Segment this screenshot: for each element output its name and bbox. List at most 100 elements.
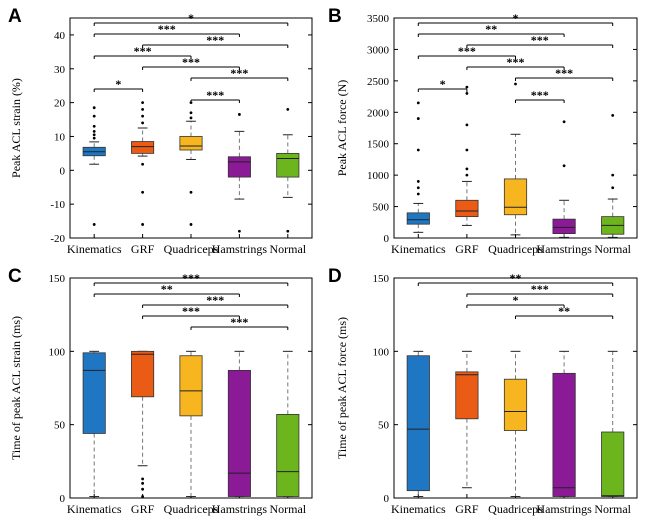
panel-a-outlier-point <box>92 114 96 118</box>
panel-b-y-tick-label: 3500 <box>367 13 390 25</box>
panel-c-x-tick-label: Quadriceps <box>164 502 219 516</box>
panel-c-box-iqr <box>276 413 300 497</box>
panel-b-box-iqr <box>406 212 430 225</box>
panel-c-y-tick-label: 100 <box>49 346 66 358</box>
panel-c-significance-label: *** <box>182 304 200 318</box>
panel-c-box-iqr <box>82 352 106 434</box>
panel-a-y-tick-label: 40 <box>54 30 66 42</box>
panel-d-letter: D <box>328 266 342 287</box>
panel-b-outlier-point <box>465 92 469 95</box>
panel-a-significance-bracket: *** <box>93 44 192 59</box>
panel-c-significance-label: ** <box>161 282 173 296</box>
panel-b-significance-bracket: * <box>417 77 468 92</box>
panel-b-y-tick-label: 1000 <box>367 170 390 182</box>
panel-d-x-tick-label: Normal <box>594 502 631 516</box>
panel-b-x-tick-label: Quadriceps <box>488 242 543 256</box>
panel-d-box-kinematics <box>406 350 430 498</box>
panel-a-significance-label: *** <box>134 44 152 58</box>
panel-a-box-iqr <box>179 136 203 151</box>
panel-a-outlier-point <box>141 114 145 118</box>
panel-a-y-tick-label: 30 <box>54 64 66 76</box>
panel-b-box-iqr <box>503 178 528 216</box>
panel-d-box-hamstrings <box>552 350 576 498</box>
panel-b-outlier-point <box>416 148 420 152</box>
panel-c-significance-bracket: *** <box>142 293 289 308</box>
panel-b-y-tick-label: 3000 <box>367 44 390 56</box>
panel-a-y-axis-label: Peak ACL strain (%) <box>9 78 23 178</box>
panel-a-letter: A <box>8 6 22 27</box>
panel-d-significance-bracket: * <box>466 293 565 308</box>
panel-a-outlier-point <box>286 107 290 111</box>
panel-d-box-normal <box>601 350 625 498</box>
panel-b-outlier-point <box>611 173 615 177</box>
panel-d: D Time of peak ACL force (ms) 0 50 100 150 Kin… <box>328 266 638 516</box>
panel-b-significance-label: *** <box>531 88 549 102</box>
panel-c-x-tick-label: GRF <box>131 502 155 516</box>
panel-b-outlier-point <box>611 186 615 190</box>
panel-b-outlier-point <box>416 101 420 105</box>
panel-a-box-iqr <box>227 156 251 178</box>
panel-a-outlier-point <box>92 136 96 140</box>
panel-a-y-tick-label: 10 <box>54 131 66 143</box>
panel-b-y-tick-label: 0 <box>384 233 390 245</box>
panel-b-x-tick-label: Hamstrings <box>536 242 592 256</box>
panel-d-box-iqr <box>455 371 479 420</box>
panel-a-box-grf <box>131 101 155 226</box>
panel-d-significance-label: *** <box>531 282 549 296</box>
panel-c-box-kinematics <box>82 350 106 498</box>
panel-a-significance-bracket: * <box>93 11 289 26</box>
panel-d-x-tick-label: GRF <box>455 502 479 516</box>
panel-b-y-tick-label: 2500 <box>367 76 390 88</box>
panel-b-significance-bracket: *** <box>515 88 565 103</box>
panel-c-box-grf <box>131 350 155 498</box>
panel-a-significance-label: *** <box>206 88 224 102</box>
panel-a-significance-bracket: *** <box>93 22 240 37</box>
panel-b-outlier-point <box>611 114 615 117</box>
panel-b-significance-label: *** <box>531 33 549 47</box>
panel-a-y-tick-label: -20 <box>50 233 65 245</box>
panel-b-significance-bracket: ** <box>417 22 565 37</box>
panel-b-significance-label: ** <box>485 22 497 36</box>
panel-d-x-tick-label: Quadriceps <box>488 502 543 516</box>
panel-d-y-axis-label: Time of peak ACL force (ms) <box>335 317 349 459</box>
panel-a-significance-bracket: * <box>93 77 144 92</box>
panel-c: C Time of peak ACL strain (ms) 0 50 100 150 Ki… <box>8 266 313 516</box>
panel-a-outlier-point <box>92 223 96 226</box>
panel-c-x-tick-label: Normal <box>269 502 306 516</box>
panel-a-significance-bracket: *** <box>142 55 240 70</box>
panel-a-outlier-point <box>238 229 241 233</box>
panel-a-significance-label: *** <box>158 22 176 36</box>
panel-b: B Peak ACL force (N) 0 500 1000 1500 2000 2500 3… <box>328 6 638 256</box>
panel-c-y-axis-label: Time of peak ACL strain (ms) <box>9 316 23 460</box>
panel-b-letter: B <box>328 6 342 27</box>
panel-a-x-tick-label: GRF <box>131 242 155 256</box>
panel-c-letter: C <box>8 266 22 287</box>
panel-d-significance-label: * <box>513 293 519 307</box>
panel-c-x-tick-label: Hamstrings <box>212 502 268 516</box>
panel-b-significance-bracket: *** <box>466 55 565 70</box>
panel-b-significance-label: *** <box>507 55 525 69</box>
panel-d-significance-label: ** <box>510 271 522 285</box>
panel-a-box-normal <box>276 107 300 233</box>
panel-b-x-tick-label: Normal <box>594 242 631 256</box>
panel-a-outlier-point <box>286 229 290 233</box>
panel-a-x-tick-label: Quadriceps <box>164 242 219 256</box>
panel-c-box-hamstrings <box>227 350 251 498</box>
panel-a-significance-label: * <box>115 77 121 91</box>
panel-a-outlier-point <box>189 190 193 194</box>
panel-b-outlier-point <box>465 85 469 89</box>
panel-a-outlier-point <box>141 107 145 111</box>
panel-c-box-iqr <box>131 350 155 398</box>
panel-a-outlier-point <box>141 121 145 125</box>
panel-c-y-tick-label: 150 <box>49 273 66 285</box>
panel-a-outlier-point <box>92 124 96 128</box>
panel-c-significance-bracket: *** <box>190 315 289 330</box>
panel-b-outlier-point <box>416 180 420 183</box>
panel-b-box-iqr <box>455 199 479 218</box>
panel-a-significance-label: * <box>188 11 194 25</box>
panel-d-box-iqr <box>601 431 625 497</box>
panel-d-box-quadriceps <box>503 350 528 498</box>
panel-b-y-tick-label: 1500 <box>367 139 390 151</box>
panel-a-box-iqr <box>276 152 300 178</box>
panel-b-significance-label: *** <box>458 44 476 58</box>
